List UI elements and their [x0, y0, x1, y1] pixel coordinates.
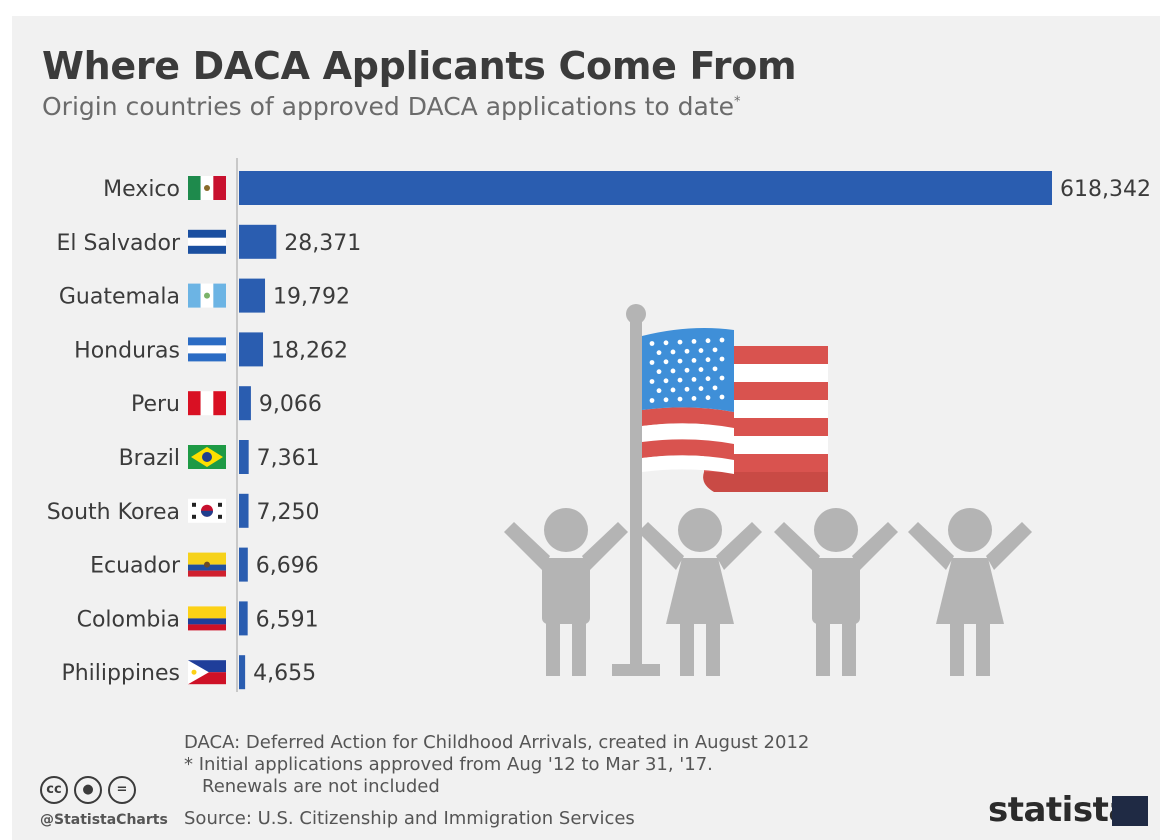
value-label: 618,342	[1060, 177, 1151, 202]
category-label: Honduras	[74, 338, 180, 363]
category-label: Peru	[131, 392, 180, 417]
category-label: Ecuador	[90, 554, 181, 579]
category-label: Brazil	[119, 446, 180, 471]
value-label: 19,792	[273, 285, 350, 310]
statista-logo: statista	[988, 790, 1131, 830]
chart-subtitle: Origin countries of approved DACA applic…	[42, 92, 741, 121]
value-label: 18,262	[271, 338, 348, 363]
bar-peru	[239, 386, 251, 421]
value-label: 7,361	[257, 446, 320, 471]
category-label: Mexico	[103, 177, 180, 202]
attribution-icon: ●	[74, 776, 102, 804]
flag-icon	[188, 606, 226, 631]
flag-stars	[649, 337, 725, 403]
flag-stripes-front	[642, 407, 734, 474]
child-figure	[908, 508, 1032, 676]
flag-icon	[188, 283, 226, 308]
bar-series: Mexico 618,342 El Salvador 28,371 Guatemala 1…	[47, 171, 1151, 690]
bar-brazil	[239, 440, 249, 474]
value-label: 4,655	[253, 661, 316, 686]
chart-title: Where DACA Applicants Come From	[42, 44, 797, 88]
chart-card	[12, 16, 1160, 840]
category-label: Philippines	[61, 661, 180, 686]
flag-icon	[188, 445, 226, 469]
flag-pole	[630, 318, 642, 666]
flag-icon	[188, 337, 226, 362]
footnote-daca: DACA: Deferred Action for Childhood Arri…	[184, 732, 810, 753]
category-label: Colombia	[77, 607, 180, 632]
footnote-renewals: Renewals are not included	[202, 776, 440, 797]
subtitle-text: Origin countries of approved DACA applic…	[42, 92, 735, 121]
flag-icon	[188, 391, 226, 416]
footnote-initial: * Initial applications approved from Aug…	[184, 754, 713, 775]
child-figure	[774, 508, 898, 676]
value-label: 9,066	[259, 392, 322, 417]
category-label: South Korea	[47, 500, 180, 525]
value-label: 7,250	[257, 500, 320, 525]
bar-mexico	[239, 171, 1052, 205]
bar-el-salvador	[239, 224, 277, 259]
flag-icon	[188, 176, 226, 200]
social-handle: @StatistaCharts	[40, 812, 168, 828]
no-derivatives-icon: =	[108, 776, 136, 804]
flag-pole-base	[612, 664, 660, 676]
statista-logo-mark	[1112, 796, 1148, 826]
value-label: 6,696	[256, 554, 319, 579]
category-label: El Salvador	[56, 231, 180, 256]
children-illustration	[504, 508, 1032, 676]
bar-guatemala	[239, 278, 266, 313]
value-label: 6,591	[256, 607, 319, 632]
creative-commons-icons: cc ● =	[40, 776, 136, 804]
value-label: 28,371	[284, 231, 361, 256]
flag-icon	[188, 498, 226, 523]
flag-icon	[188, 660, 226, 685]
flag-icon	[188, 552, 226, 577]
bar-honduras	[239, 332, 264, 367]
flag-icon	[188, 229, 226, 254]
flag-stripes-back	[703, 346, 828, 492]
bar-ecuador	[239, 547, 248, 582]
child-figure	[638, 508, 762, 676]
child-figure	[504, 508, 628, 676]
cc-icon: cc	[40, 776, 68, 804]
bar-philippines	[239, 655, 246, 690]
footnotes: DACA: Deferred Action for Childhood Arri…	[184, 732, 809, 798]
bar-south-korea	[239, 493, 249, 528]
category-label: Guatemala	[59, 285, 180, 310]
bar-colombia	[239, 601, 248, 636]
subtitle-marker: *	[734, 94, 741, 110]
us-flag-illustration	[612, 304, 828, 676]
source-note: Source: U.S. Citizenship and Immigration…	[184, 808, 635, 829]
